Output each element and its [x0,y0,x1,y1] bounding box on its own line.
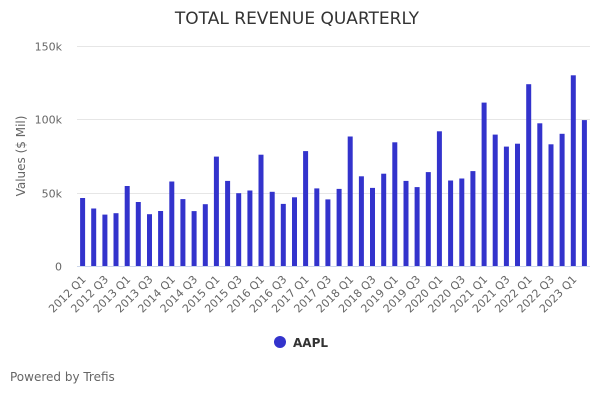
bar-2015-q2[interactable] [225,180,231,266]
bar-2013-q3[interactable] [147,214,152,266]
bar-2022-q3[interactable] [548,144,554,266]
bar-2021-q2[interactable] [492,134,498,266]
bar-2021-q4[interactable] [515,143,520,266]
bar-2014-q1[interactable] [169,181,175,267]
bar-2019-q4[interactable] [425,172,431,266]
bar-2014-q2[interactable] [180,199,186,266]
bar-2020-q3[interactable] [459,178,465,267]
bar-2021-q1[interactable] [481,102,487,266]
bar-2020-q4[interactable] [470,171,476,266]
y-axis-label: Values ($ Mil) [14,116,28,197]
y-tick-label: 150k [35,41,63,54]
bar-2015-q4[interactable] [247,190,253,267]
y-tick-label: 50k [42,188,63,201]
credits-link[interactable]: Powered by Trefis [10,370,115,384]
gridlines [77,46,590,194]
bar-2014-q4[interactable] [202,204,208,266]
bar-2012-q3[interactable] [102,214,108,266]
bar-2012-q4[interactable] [113,213,119,266]
bar-2017-q4[interactable] [336,188,342,266]
bar-2018-q1[interactable] [347,136,353,267]
bar-2016-q3[interactable] [280,203,286,266]
bar-2014-q3[interactable] [191,211,197,266]
bar-series-aapl [80,75,587,266]
bar-2019-q3[interactable] [414,187,420,266]
bar-2023-q2[interactable] [581,120,587,266]
bar-2018-q4[interactable] [381,173,387,266]
y-axis-ticks: 0 50k 100k 150k [35,41,63,274]
bar-2013-q1[interactable] [124,186,130,266]
y-tick-label: 100k [35,114,63,127]
bar-2013-q2[interactable] [135,202,141,266]
bar-2012-q2[interactable] [91,208,97,267]
chart-title: TOTAL REVENUE QUARTERLY [174,9,420,29]
bar-2022-q4[interactable] [559,133,565,266]
bar-2018-q2[interactable] [358,176,364,266]
legend-marker-aapl [274,336,286,348]
bar-2019-q2[interactable] [403,180,409,266]
y-tick-label: 0 [55,261,62,274]
bar-2015-q1[interactable] [213,156,219,266]
bar-2020-q1[interactable] [436,131,442,266]
bar-2021-q3[interactable] [503,146,509,266]
bar-2018-q3[interactable] [370,187,375,266]
bar-2020-q2[interactable] [448,180,454,267]
bar-2023-q1[interactable] [570,75,576,266]
bar-2022-q2[interactable] [537,123,543,266]
bar-2016-q4[interactable] [292,197,297,266]
bar-2019-q1[interactable] [392,142,398,266]
legend-label-aapl[interactable]: AAPL [293,336,328,350]
legend[interactable]: AAPL [274,336,328,350]
bar-2017-q2[interactable] [314,188,320,266]
bar-2016-q2[interactable] [269,191,275,266]
bar-2016-q1[interactable] [258,154,264,266]
bar-2013-q4[interactable] [158,211,164,266]
bar-2017-q1[interactable] [303,151,309,266]
bar-2022-q1[interactable] [526,84,532,266]
bar-2015-q3[interactable] [236,193,242,266]
bar-2017-q3[interactable] [325,199,331,266]
bar-2012-q1[interactable] [80,198,86,266]
